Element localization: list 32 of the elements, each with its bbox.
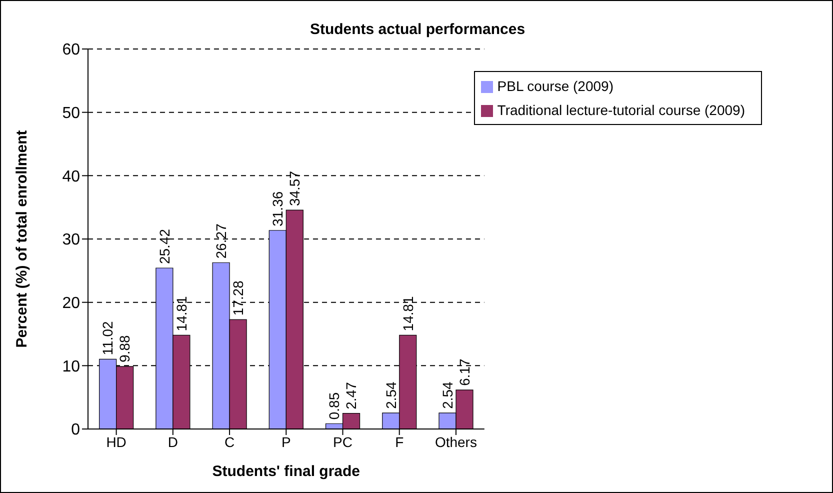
chart-title: Students actual performances xyxy=(308,21,526,38)
y-tick-label: 20 xyxy=(62,295,80,312)
data-label: 17.28 xyxy=(230,280,246,316)
x-tick-label: F xyxy=(395,434,404,450)
data-label: 2.54 xyxy=(382,381,399,409)
y-tick-label: 60 xyxy=(62,42,80,59)
y-tick-label: 50 xyxy=(62,105,80,122)
y-tick-label: 10 xyxy=(62,358,80,376)
data-label: 9.88 xyxy=(116,334,133,362)
data-label: 34.57 xyxy=(286,170,303,206)
data-label: 31.36 xyxy=(270,191,286,226)
x-tick-label: PC xyxy=(333,434,352,450)
x-tick-label: HD xyxy=(106,434,126,450)
y-tick-label: 30 xyxy=(62,232,80,249)
data-label: 2.54 xyxy=(439,381,456,409)
x-tick-label: D xyxy=(168,434,178,450)
y-tick-label: 0 xyxy=(71,422,80,439)
data-label: 26.27 xyxy=(212,223,229,259)
data-label: 14.81 xyxy=(173,296,190,332)
legend-label: PBL course (2009) xyxy=(497,78,614,94)
y-tick-label: 40 xyxy=(62,168,80,186)
data-label: 14.81 xyxy=(400,296,416,332)
data-label: 6.17 xyxy=(456,358,472,386)
data-label: 0.85 xyxy=(326,392,342,420)
x-axis-title: Students' final grade xyxy=(212,463,360,480)
y-axis-title: Percent (%) of total enrollment xyxy=(13,130,30,348)
x-tick-label: P xyxy=(281,434,291,450)
legend-label: Traditional lecture-tutorial course (2009) xyxy=(497,102,745,118)
x-tick-label: C xyxy=(224,434,235,450)
x-tick-label: Others xyxy=(434,434,477,450)
data-label: 2.47 xyxy=(343,382,360,410)
data-label: 11.02 xyxy=(100,321,116,356)
